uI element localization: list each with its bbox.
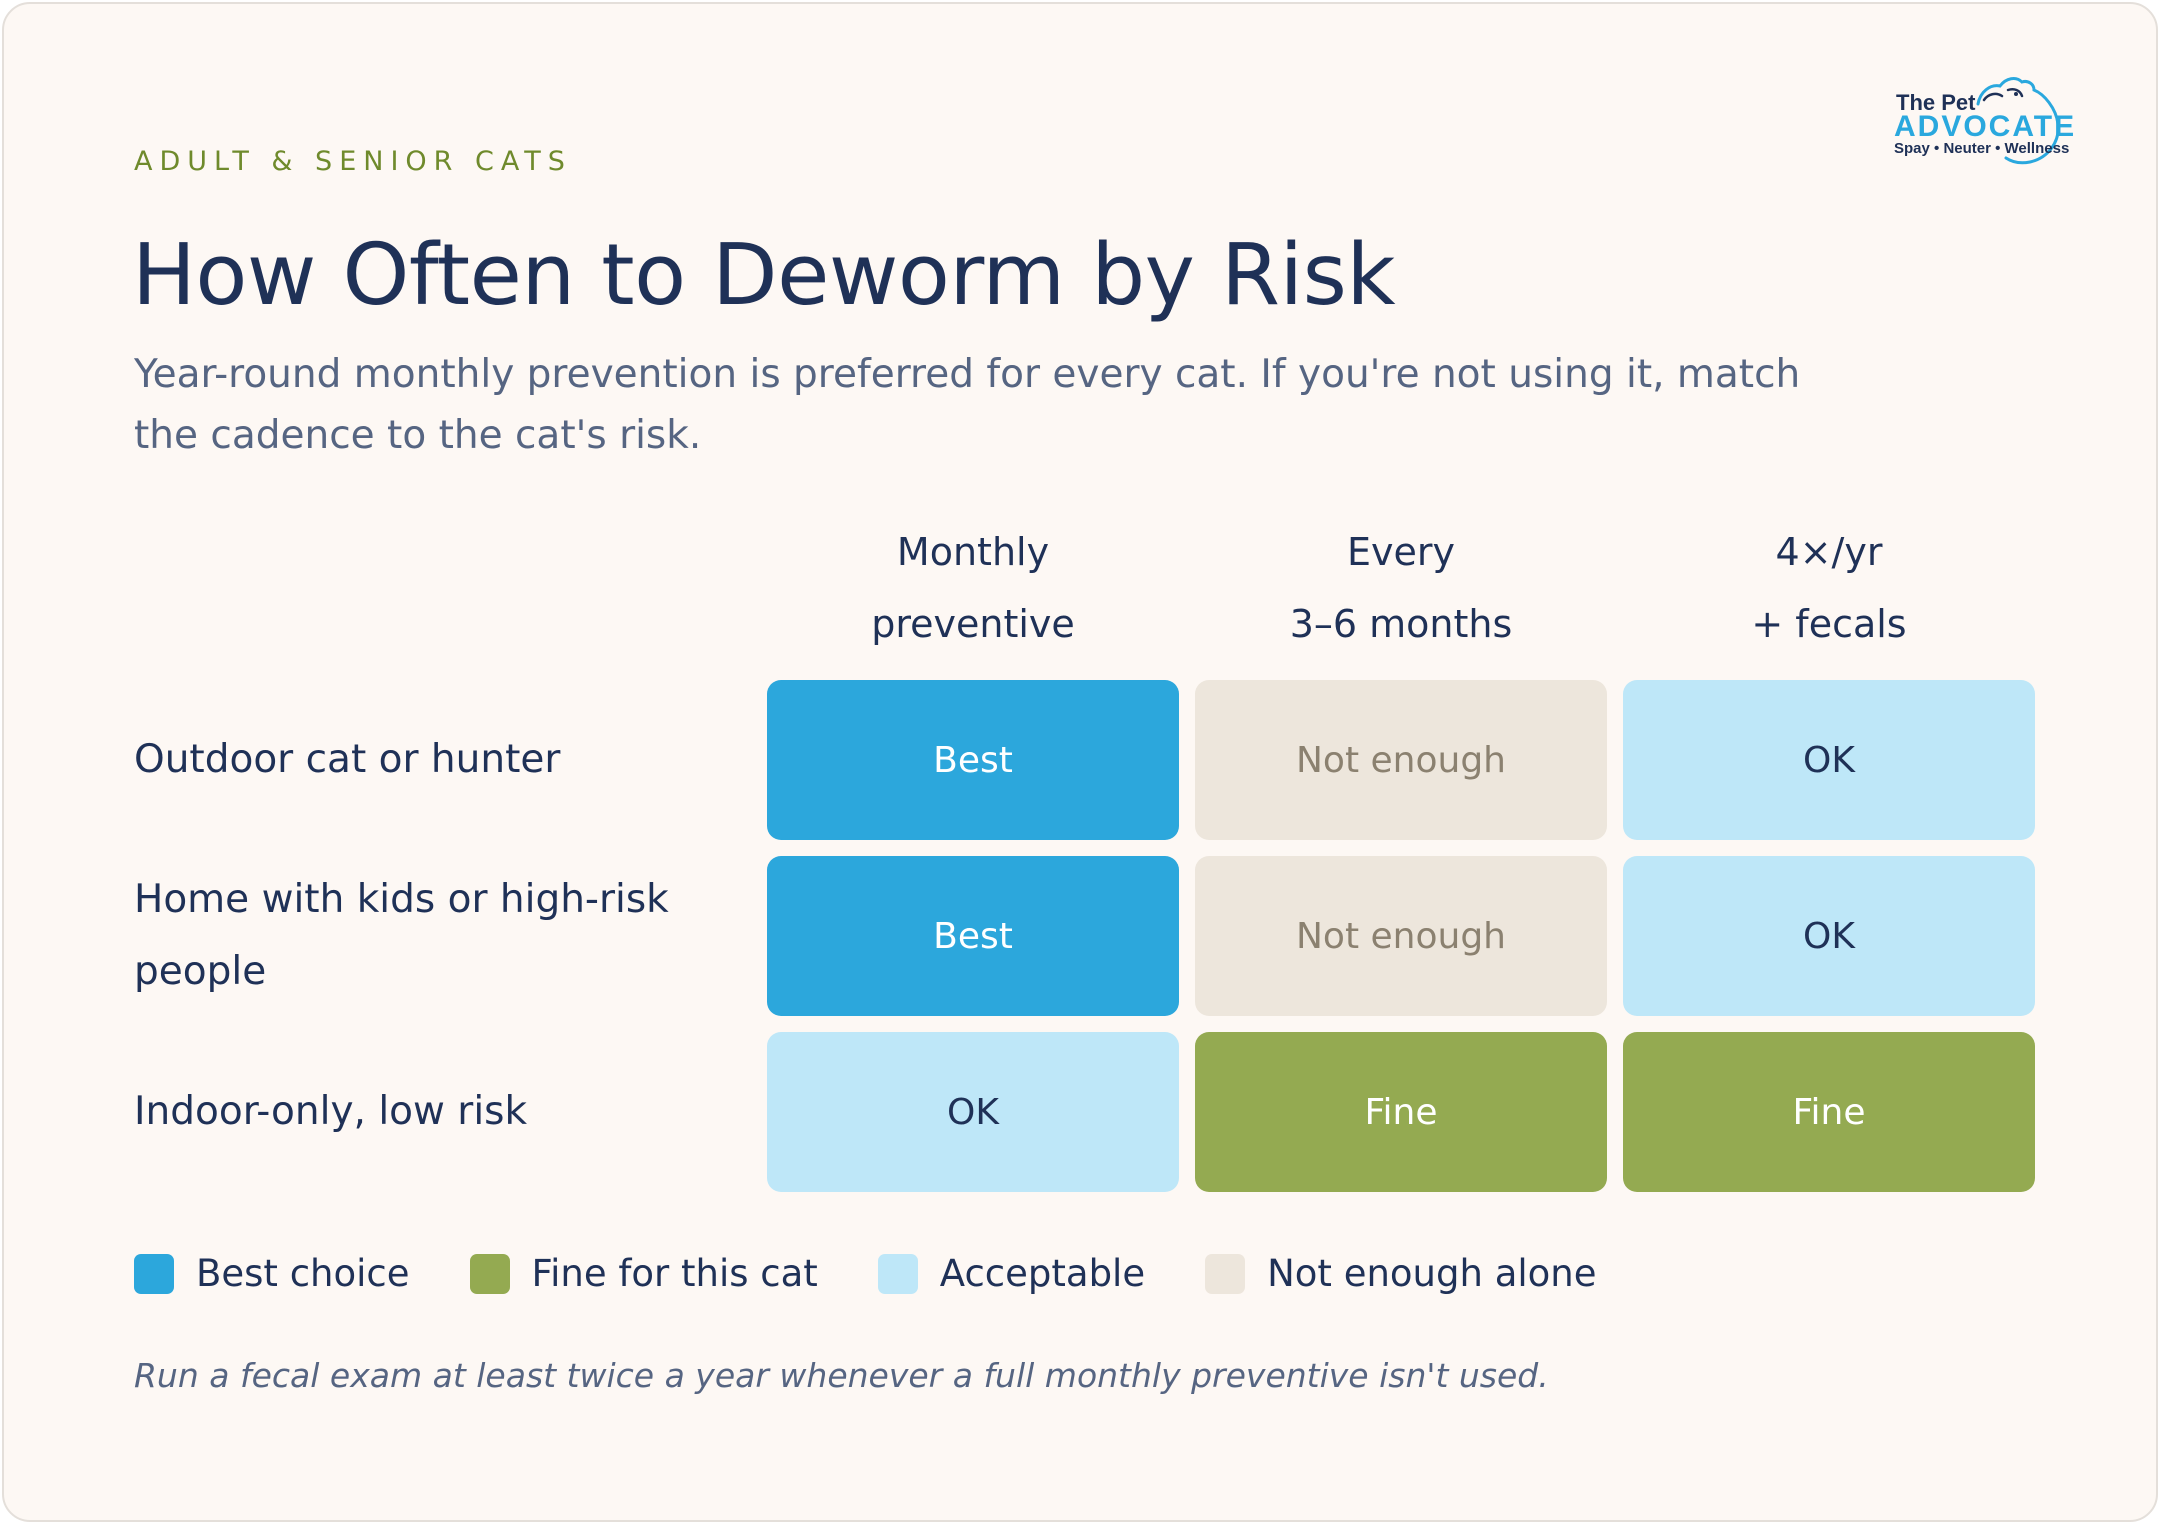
brand-logo: The Pet ADVOCATE Spay • Neuter • Wellnes… — [1888, 70, 2078, 170]
legend-label: Not enough alone — [1267, 1252, 1597, 1295]
page-title: How Often to Deworm by Risk — [132, 226, 1396, 325]
grid-cell: Not enough — [1195, 856, 1607, 1016]
legend-swatch — [877, 1253, 918, 1294]
legend-item-best: Best choice — [134, 1252, 410, 1295]
legend-label: Fine for this cat — [531, 1252, 818, 1295]
legend-label: Acceptable — [939, 1252, 1146, 1295]
eyebrow: ADULT & SENIOR CATS — [134, 146, 572, 177]
column-header-line-1: 4×/yr — [1775, 530, 1883, 574]
legend-swatch — [469, 1253, 510, 1294]
legend-item-fine: Fine for this cat — [469, 1252, 818, 1295]
row-label-home-with-kids: Home with kids or high-risk people — [134, 877, 669, 994]
grid-cell: Not enough — [1195, 680, 1607, 840]
grid-cell: Fine — [1195, 1032, 1607, 1192]
footnote: Run a fecal exam at least twice a year w… — [134, 1356, 1549, 1395]
grid-cell: Best — [767, 856, 1179, 1016]
column-header-line-2: 3–6 months — [1289, 602, 1513, 646]
legend: Best choice Fine for this cat Acceptable… — [134, 1252, 1657, 1295]
grid-cell: OK — [1623, 856, 2035, 1016]
column-header-line-1: Every — [1347, 530, 1455, 574]
legend-label: Best choice — [196, 1252, 410, 1295]
column-header-line-1: Monthly — [896, 530, 1050, 574]
logo-line-3: Spay • Neuter • Wellness — [1894, 140, 2070, 157]
grid-cell: OK — [1623, 680, 2035, 840]
grid-cell: Best — [767, 680, 1179, 840]
column-header-line-2: + fecals — [1751, 602, 1907, 646]
logo-line-2: ADVOCATE — [1894, 110, 2077, 143]
column-header-4x-yr: 4×/yr + fecals — [1623, 516, 2035, 660]
row-label-outdoor: Outdoor cat or hunter — [134, 737, 561, 782]
subtitle: Year-round monthly prevention is preferr… — [134, 352, 1801, 458]
pet-silhouette-icon — [1976, 77, 2060, 165]
legend-item-not-enough: Not enough alone — [1205, 1252, 1597, 1295]
column-header-line-2: preventive — [871, 602, 1075, 646]
row-label-indoor-only: Indoor-only, low risk — [134, 1089, 528, 1134]
grid-cell: OK — [767, 1032, 1179, 1192]
grid-cell: Fine — [1623, 1032, 2035, 1192]
legend-swatch — [134, 1253, 174, 1294]
legend-swatch — [1205, 1253, 1246, 1294]
column-header-monthly: Monthly preventive — [767, 516, 1179, 660]
column-header-every-3-6-months: Every 3–6 months — [1195, 516, 1607, 660]
legend-item-acceptable: Acceptable — [877, 1252, 1146, 1295]
logo-line-1: The Pet — [1896, 90, 1976, 115]
